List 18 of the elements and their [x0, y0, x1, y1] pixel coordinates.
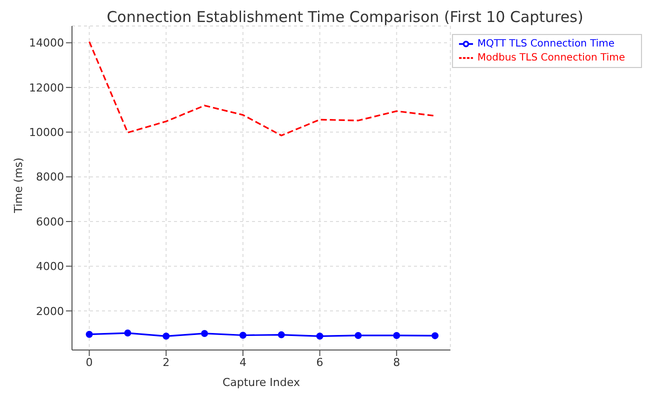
x-tick-label: 6 — [316, 356, 324, 369]
chart-title: Connection Establishment Time Comparison (First 10 Captures) — [106, 8, 584, 26]
x-tick-label: 2 — [162, 356, 170, 369]
y-tick-label: 10000 — [29, 126, 64, 140]
line-series — [88, 40, 436, 136]
y-axis-title: Time (ms) — [12, 158, 25, 214]
x-tick-label: 4 — [239, 356, 246, 369]
x-tick-label: 8 — [393, 356, 400, 369]
x-axis-title: Capture Index — [222, 376, 300, 389]
y-tick-label: 14000 — [29, 36, 64, 50]
y-tick-label: 8000 — [36, 170, 64, 184]
y-tick-label: 12000 — [29, 81, 64, 94]
y-tick-label: 6000 — [36, 215, 64, 228]
y-tick-label: 4000 — [36, 260, 64, 274]
legend-label: MQTT TLS Connection Time — [477, 38, 615, 50]
y-tick-label: 2000 — [36, 304, 64, 318]
legend-label: Modbus TLS Connection Time — [477, 52, 625, 64]
x-tick-label: 0 — [86, 356, 93, 369]
